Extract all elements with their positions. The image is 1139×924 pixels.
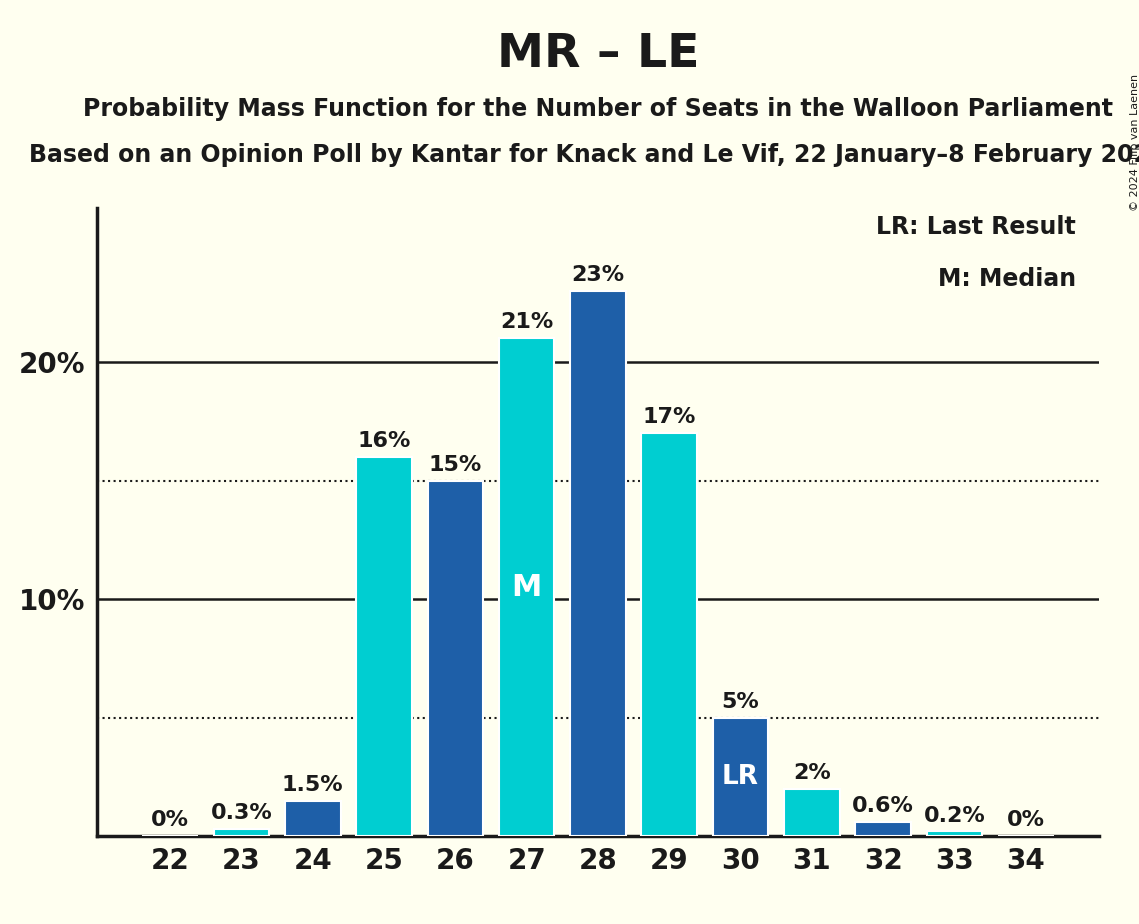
Text: Probability Mass Function for the Number of Seats in the Walloon Parliament: Probability Mass Function for the Number…: [83, 97, 1113, 121]
Text: M: M: [511, 573, 542, 602]
Bar: [784, 789, 839, 836]
Bar: [571, 291, 625, 836]
Text: 1.5%: 1.5%: [282, 774, 344, 795]
Text: 23%: 23%: [572, 265, 624, 285]
Text: MR – LE: MR – LE: [497, 32, 699, 78]
Text: LR: LR: [722, 764, 759, 790]
Text: 0%: 0%: [1007, 810, 1044, 831]
Bar: [641, 433, 697, 836]
Text: 15%: 15%: [428, 455, 482, 475]
Bar: [855, 822, 911, 836]
Text: LR: Last Result: LR: Last Result: [876, 215, 1075, 239]
Text: © 2024 Filip van Laenen: © 2024 Filip van Laenen: [1130, 74, 1139, 211]
Bar: [357, 456, 412, 836]
Text: 0%: 0%: [151, 810, 189, 831]
Text: M: Median: M: Median: [937, 267, 1075, 291]
Text: 16%: 16%: [358, 431, 411, 451]
Text: Based on an Opinion Poll by Kantar for Knack and Le Vif, 22 January–8 February 2: Based on an Opinion Poll by Kantar for K…: [30, 143, 1139, 167]
Text: 0.6%: 0.6%: [852, 796, 915, 816]
Text: 0.3%: 0.3%: [211, 803, 272, 823]
Text: 0.2%: 0.2%: [924, 806, 985, 825]
Text: 5%: 5%: [722, 692, 760, 711]
Bar: [499, 338, 555, 836]
Text: 21%: 21%: [500, 312, 554, 333]
Text: 17%: 17%: [642, 407, 696, 427]
Text: 2%: 2%: [793, 763, 830, 783]
Bar: [713, 718, 769, 836]
Bar: [214, 829, 269, 836]
Bar: [427, 480, 483, 836]
Bar: [927, 832, 982, 836]
Bar: [285, 801, 341, 836]
